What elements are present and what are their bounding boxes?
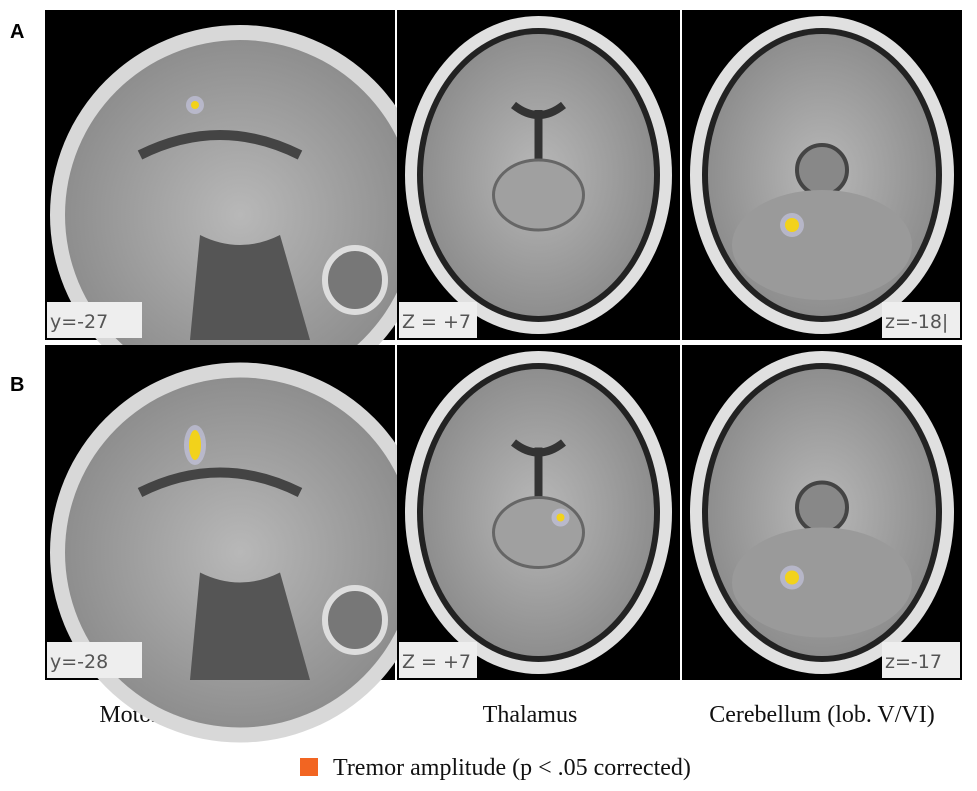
row-label: A: [10, 21, 24, 43]
activation: [785, 218, 799, 232]
coord-label: Z = +7: [402, 311, 471, 333]
coord-label: y=-28: [50, 651, 108, 673]
activation: [785, 571, 799, 585]
figure: Motor Cortex (BA4/6) Thalamus Cerebellum…: [0, 0, 977, 791]
brain-image: z=-17: [682, 345, 962, 680]
brain-image: y=-28: [45, 345, 430, 743]
legend-swatch: [300, 758, 318, 776]
thalamus: [494, 498, 584, 568]
coord-label: y=-27: [50, 311, 108, 333]
cerebellum: [732, 528, 912, 638]
brainstem: [797, 483, 847, 533]
row-label: B: [10, 374, 24, 396]
thalamus: [494, 160, 584, 230]
cerebellum: [732, 190, 912, 300]
brain-image: Z = +7: [397, 10, 680, 340]
activation: [191, 101, 199, 109]
activation: [189, 430, 201, 460]
activation: [557, 514, 565, 522]
brainstem: [797, 145, 847, 195]
legend-label: Tremor amplitude (p < .05 corrected): [333, 755, 691, 781]
eye: [325, 248, 385, 312]
coord-label: z=-17: [885, 651, 942, 673]
column-label: Thalamus: [483, 702, 578, 728]
coord-label: Z = +7: [402, 651, 471, 673]
eye: [325, 588, 385, 652]
coord-label: z=-18|: [885, 311, 948, 333]
brain-image: z=-18|: [682, 10, 962, 340]
column-label: Cerebellum (lob. V/VI): [709, 702, 935, 728]
brain-image: Z = +7: [397, 345, 680, 680]
